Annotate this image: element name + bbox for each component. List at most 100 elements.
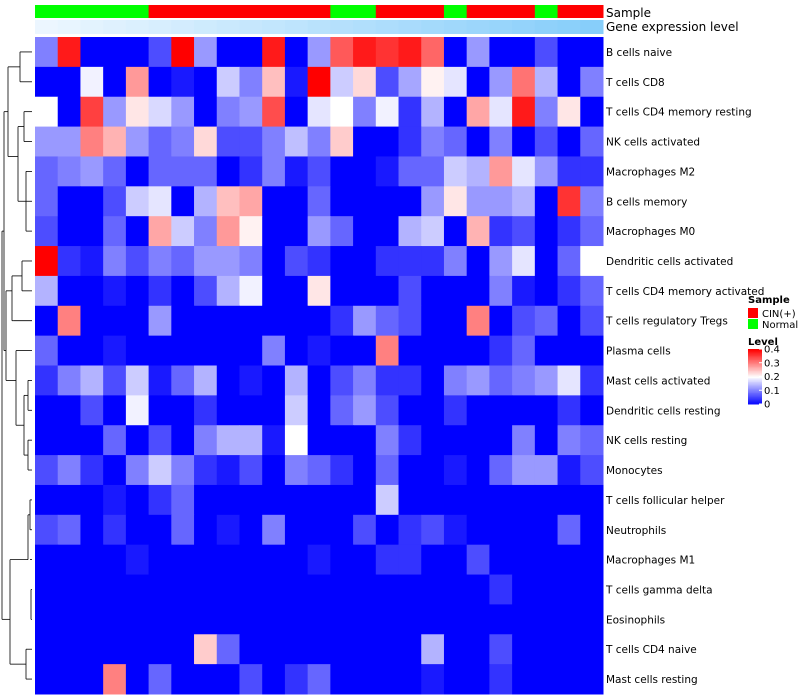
heatmap-cell — [489, 305, 513, 337]
heatmap-cell — [35, 395, 59, 426]
heatmap-cell — [216, 305, 240, 337]
heatmap-cell — [262, 186, 286, 217]
heatmap-cell — [489, 544, 513, 576]
heatmap-cell — [103, 544, 127, 576]
heatmap-cell — [171, 425, 195, 456]
heatmap-cell — [194, 425, 218, 456]
heatmap-cell — [534, 634, 559, 665]
heatmap-cell — [421, 425, 445, 456]
heatmap-cell — [534, 425, 559, 456]
heatmap-cell — [534, 126, 559, 157]
heatmap-cell — [103, 514, 127, 546]
heatmap-cell — [216, 484, 240, 516]
heatmap-cell — [194, 514, 218, 546]
heatmap-cell — [125, 484, 150, 516]
heatmap-cell — [580, 395, 604, 426]
legend-colorbar-step — [748, 360, 762, 362]
row-label: NK cells activated — [606, 137, 700, 149]
heatmap-cell — [512, 96, 536, 128]
heatmap-cell — [512, 126, 536, 157]
heatmap-cell — [443, 126, 468, 157]
heatmap-cell — [375, 634, 400, 665]
heatmap-cell — [148, 425, 172, 456]
heatmap-cell — [216, 246, 240, 277]
sample-annotation-cell — [557, 5, 581, 18]
heatmap-cell — [284, 156, 309, 187]
heatmap-cell — [512, 335, 536, 366]
heatmap-cell — [375, 544, 400, 576]
heatmap-cell — [557, 365, 581, 396]
heatmap-cell — [534, 574, 559, 605]
heatmap-cell — [489, 365, 513, 396]
heatmap-cell — [307, 544, 331, 576]
heatmap-cell — [534, 514, 559, 546]
heatmap-cell — [35, 604, 59, 635]
heatmap-cell — [35, 96, 59, 128]
heatmap-cell — [262, 216, 286, 247]
heatmap-cell — [125, 126, 150, 157]
heatmap-cell — [557, 246, 581, 277]
heatmap-cell — [421, 574, 445, 605]
gene-expression-annotation-cell — [284, 20, 309, 34]
legend-colorbar-step — [748, 364, 762, 366]
heatmap-cell — [148, 365, 172, 396]
heatmap-cell — [284, 365, 309, 396]
heatmap-cell — [375, 216, 400, 247]
legend-colorbar-step — [748, 357, 762, 360]
heatmap-cell — [353, 186, 377, 217]
heatmap-cell — [35, 216, 59, 247]
heatmap-cell — [103, 335, 127, 366]
legend: Sample CIN(+) Normal Level 0.4 0.3 0.2 0.1 0 — [748, 295, 798, 411]
heatmap-cell — [262, 455, 286, 486]
heatmap-cell — [194, 664, 218, 695]
heatmap-cell — [421, 514, 445, 546]
heatmap-cell — [194, 574, 218, 605]
sample-annotation-cell — [330, 5, 354, 18]
heatmap-cell — [375, 664, 400, 695]
heatmap-cell — [580, 365, 604, 396]
heatmap-cell — [512, 484, 536, 516]
heatmap-cell — [580, 96, 604, 128]
heatmap-cell — [330, 126, 354, 157]
heatmap-cell — [375, 365, 400, 396]
heatmap-cell — [353, 395, 377, 426]
gene-expression-annotation-cell — [534, 20, 559, 34]
heatmap-cell — [443, 664, 468, 695]
heatmap-cell — [103, 395, 127, 426]
heatmap-cell — [353, 37, 377, 68]
heatmap-cell — [443, 514, 468, 546]
heatmap-cell — [398, 275, 422, 307]
sample-annotation-cell — [103, 5, 127, 18]
gene-expression-annotation-bar — [35, 20, 604, 34]
heatmap-cell — [330, 275, 354, 307]
heatmap-cell — [557, 216, 581, 247]
legend-colorbar-step — [748, 386, 762, 388]
legend-colorbar-step — [748, 351, 762, 354]
legend-colorbar-step — [748, 373, 762, 376]
heatmap-cell — [398, 156, 422, 187]
row-label: T cells gamma delta — [605, 584, 713, 596]
heatmap-cell — [262, 335, 286, 366]
heatmap-cell — [353, 156, 377, 187]
heatmap-cell — [580, 156, 604, 187]
heatmap-cell — [580, 425, 604, 456]
heatmap-cell — [512, 246, 536, 277]
heatmap-cell — [489, 37, 513, 68]
heatmap-cell — [421, 186, 445, 217]
heatmap-cell — [125, 246, 150, 277]
heatmap-cell — [580, 126, 604, 157]
heatmap-cell — [80, 246, 104, 277]
heatmap-cell — [443, 634, 468, 665]
heatmap-cell — [171, 365, 195, 396]
heatmap-cell — [580, 604, 604, 635]
heatmap-cell — [375, 305, 400, 337]
heatmap-cell — [489, 66, 513, 98]
heatmap-cell — [330, 66, 354, 98]
heatmap-cell — [57, 395, 81, 426]
heatmap-cell — [330, 37, 354, 68]
heatmap-cell — [375, 246, 400, 277]
heatmap-cell — [512, 604, 536, 635]
heatmap-cell — [216, 275, 240, 307]
heatmap-cell — [262, 634, 286, 665]
heatmap-cell — [580, 634, 604, 665]
